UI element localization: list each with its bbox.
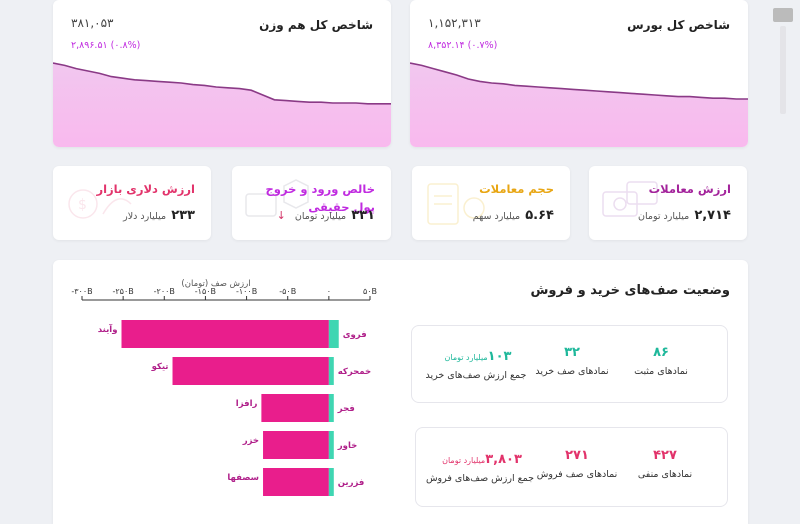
index-value: ۱,۱۵۲,۳۱۳: [428, 16, 481, 30]
index-change: ۸,۳۵۲.۱۴ (۰.۷%): [428, 40, 498, 51]
buy-symbol-label: فجر: [337, 404, 355, 414]
sell-queue-count: ۲۷۱: [565, 448, 589, 463]
negative-symbols-cell: ۴۲۷ نمادهای منفی: [625, 448, 705, 480]
sparkline-line: [410, 62, 748, 100]
stat-value: ۳۳۱: [351, 208, 375, 223]
sell-queue-label: نمادهای صف فروش: [536, 469, 618, 480]
index-title: شاخص کل هم وزن: [259, 18, 373, 32]
sell-symbol-label: وآیند: [98, 323, 118, 335]
sell-symbol-label: خزر: [242, 436, 259, 446]
stat-title: ارزش دلاری بازار: [96, 182, 195, 196]
negative-label: نمادهای منفی: [637, 469, 693, 480]
x-tick-label: -۵۰B: [279, 287, 296, 296]
sell-queue-bar[interactable]: [263, 468, 329, 496]
trade-volume-decoration-icon: [427, 183, 485, 225]
buy-symbol-label: خاور: [337, 441, 358, 451]
sell-queue-bar[interactable]: [121, 320, 329, 348]
watermark-logo: [773, 8, 793, 114]
negative-count: ۴۲۷: [653, 448, 677, 463]
buy-queue-bar[interactable]: [328, 431, 334, 459]
buy-queue-summary-box: ۸۶ نمادهای مثبت ۳۲ نمادهای صف خرید ۱۰۳می…: [411, 325, 728, 403]
down-arrow-icon: ↓: [276, 209, 286, 222]
sparkline-hamvazn: [53, 62, 391, 147]
stat-unit: میلیارد تومان: [638, 211, 690, 222]
money-flow-decoration-icon: [245, 179, 309, 217]
sell-queue-value-cell: ۳,۸۰۳میلیارد تومان جمع ارزش صف‌های فروش: [417, 448, 543, 484]
stat-value-row: ۳۳۱ میلیارد تومان ↓: [277, 204, 375, 223]
sell-queue-summary-box: ۴۲۷ نمادهای منفی ۲۷۱ نمادهای صف فروش ۳,۸…: [415, 427, 728, 507]
index-title: شاخص کل بورس: [627, 18, 730, 32]
stat-unit: میلیارد دلار: [123, 211, 167, 222]
positive-count: ۸۶: [653, 345, 669, 360]
index-value: ۳۸۱,۰۵۳: [71, 16, 114, 30]
svg-text:$: $: [78, 197, 87, 213]
index-card-boors[interactable]: شاخص کل بورس ۱,۱۵۲,۳۱۳ ۸,۳۵۲.۱۴ (۰.۷%): [410, 0, 748, 147]
x-tick-label: -۲۵۰B: [113, 287, 134, 296]
sell-symbol-label: تیکو: [151, 362, 169, 372]
x-tick-label: -۲۰۰B: [154, 287, 175, 296]
sparkline-line: [53, 62, 391, 105]
stat-value-row: ۵.۶۴ میلیارد سهم: [473, 204, 554, 223]
buy-queue-bar[interactable]: [328, 394, 334, 422]
x-tick-label: ۰: [327, 287, 331, 296]
sparkline-boors: [410, 62, 748, 147]
sell-queue-symbols-cell: ۲۷۱ نمادهای صف فروش: [531, 448, 623, 480]
x-tick-label: -۱۰۰B: [236, 287, 257, 296]
stat-unit: میلیارد تومان: [294, 211, 347, 222]
stat-title: خالص ورود و خروج پول حقیقی: [265, 182, 375, 214]
sell-queue-value: ۳,۸۰۳: [485, 452, 522, 467]
buy-queue-count: ۳۲: [564, 345, 580, 360]
index-card-hamvazn[interactable]: شاخص کل هم وزن ۳۸۱,۰۵۳ ۲,۸۹۶.۵۱ (۰.۸%): [53, 0, 391, 147]
sell-queue-bar[interactable]: [263, 431, 329, 459]
dollar-decoration-icon: $: [68, 189, 132, 219]
stat-value: ۵.۶۴: [525, 208, 554, 223]
sell-queue-value-unit: میلیارد تومان: [442, 456, 486, 465]
x-tick-label: -۳۰۰B: [71, 287, 92, 296]
stat-unit: میلیارد سهم: [472, 211, 521, 222]
stat-value: ۲,۷۱۴: [694, 208, 731, 223]
index-change: ۲,۸۹۶.۵۱ (۰.۸%): [71, 40, 141, 51]
trade-value-decoration-icon: [602, 181, 658, 217]
positive-symbols-cell: ۸۶ نمادهای مثبت: [621, 345, 701, 377]
buy-queue-bar[interactable]: [328, 320, 339, 348]
stat-value-row: ۲,۷۱۴ میلیارد تومان: [638, 204, 731, 223]
stat-title: ارزش معاملات: [648, 182, 731, 196]
chart-title: ارزش صف (تومان): [181, 279, 250, 289]
sell-queue-value-label: جمع ارزش صف‌های فروش: [425, 473, 535, 484]
sell-queue-bar[interactable]: [172, 357, 329, 385]
buy-queue-value-unit: میلیارد تومان: [444, 353, 488, 362]
sell-symbol-label: سصفها: [227, 473, 259, 483]
sell-queue-bar[interactable]: [261, 394, 329, 422]
buy-symbol-label: فزرین: [338, 478, 365, 488]
sell-symbol-label: رافزا: [236, 399, 258, 409]
buy-queue-bar[interactable]: [328, 357, 334, 385]
stat-value-row: ۲۳۳ میلیارد دلار: [123, 204, 195, 223]
positive-label: نمادهای مثبت: [634, 366, 688, 377]
sparkline-area: [53, 63, 391, 147]
queues-section-title: وضعیت صف‌های خرید و فروش: [530, 283, 730, 298]
stat-value: ۲۳۳: [171, 208, 195, 223]
buy-queue-value: ۱۰۳: [487, 349, 512, 364]
buy-queue-label: نمادهای صف خرید: [535, 366, 609, 377]
x-tick-label: ۵۰B: [363, 287, 377, 296]
buy-queue-bar[interactable]: [328, 468, 334, 496]
stat-title: حجم معاملات: [479, 182, 554, 196]
buy-symbol-label: فروی: [343, 330, 367, 340]
stat-card-trade-volume[interactable]: حجم معاملات ۵.۶۴ میلیارد سهم: [412, 166, 570, 240]
buy-symbol-label: خمحرکه: [338, 367, 371, 377]
stat-card-dollar-market-value[interactable]: $ ارزش دلاری بازار ۲۳۳ میلیارد دلار: [53, 166, 211, 240]
x-tick-label: -۱۵۰B: [195, 287, 216, 296]
buy-queue-value-cell: ۱۰۳میلیارد تومان جمع ارزش صف‌های خرید: [415, 345, 537, 381]
queue-value-bar-chart: ارزش صف (تومان) -۳۰۰B -۲۵۰B -۲۰۰B -۱۵۰B -۱۰۰B…: [71, 279, 377, 496]
stat-card-real-money-flow[interactable]: خالص ورود و خروج پول حقیقی ۳۳۱ میلیارد ت…: [232, 166, 391, 240]
stat-card-trade-value[interactable]: ارزش معاملات ۲,۷۱۴ میلیارد تومان: [589, 166, 747, 240]
buy-queue-value-label: جمع ارزش صف‌های خرید: [425, 370, 527, 381]
buy-queue-symbols-cell: ۳۲ نمادهای صف خرید: [527, 345, 617, 377]
